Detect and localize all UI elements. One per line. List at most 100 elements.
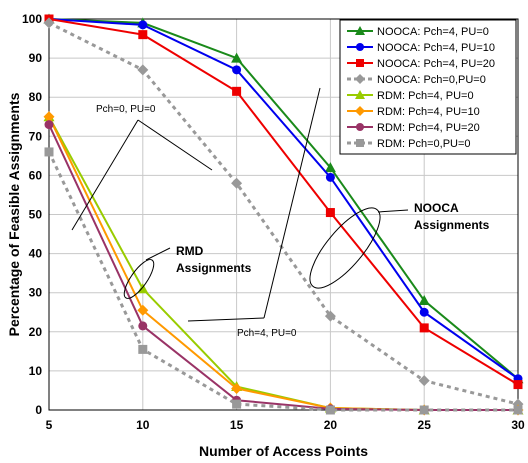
x-tick-label-2: 15	[230, 418, 244, 432]
series-line-3	[48, 21, 519, 406]
pointer-pch4-left	[187, 317, 265, 322]
x-tick-label-0: 5	[46, 418, 53, 432]
pointer-pch0-left	[71, 119, 139, 231]
data-point-3-0	[43, 17, 55, 29]
legend-label-4: RDM: Pch=4, PU=0	[377, 90, 474, 102]
legend-item-1: NOOCA: Pch=4, PU=10	[347, 42, 495, 54]
data-point-0-4	[418, 295, 430, 306]
annotation-nooca-line1: NOOCA	[414, 201, 459, 215]
y-tick-label-10: 100	[22, 12, 42, 26]
data-point-2-1	[138, 30, 148, 40]
data-point-7-1	[138, 344, 148, 354]
annotation-pch0: Pch=0, PU=0	[96, 104, 156, 115]
annotation-rmd-line1: RMD	[176, 244, 204, 258]
legend-item-6: RDM: Pch=4, PU=20	[347, 122, 480, 134]
annotations: Pch=0, PU=0 Pch=4, PU=0 RMD Assignments …	[71, 87, 490, 339]
nooca-pointer	[377, 209, 409, 213]
data-point-7-2	[232, 399, 242, 409]
x-tick-label-1: 10	[136, 418, 150, 432]
legend-item-3: NOOCA: Pch=0,PU=0	[347, 74, 486, 86]
data-point-2-4	[419, 323, 429, 333]
data-point-1-4	[419, 307, 429, 317]
series-line-1	[48, 18, 519, 380]
data-point-0-2	[231, 52, 243, 63]
annotation-rmd-line2: Assignments	[176, 261, 252, 275]
legend-marker-4	[355, 90, 365, 99]
y-tick-label-9: 90	[29, 51, 43, 65]
legend-marker-5	[355, 106, 365, 116]
y-tick-label-5: 50	[29, 208, 43, 222]
legend-marker-0	[355, 26, 365, 35]
data-point-6-0	[44, 120, 54, 130]
legend-marker-7	[356, 139, 364, 147]
data-point-6-1	[138, 321, 148, 331]
data-point-7-5	[513, 405, 523, 415]
data-point-2-5	[513, 380, 523, 390]
y-tick-label-6: 60	[29, 168, 43, 182]
legend-item-4: RDM: Pch=4, PU=0	[347, 90, 474, 102]
data-point-3-4	[418, 375, 430, 387]
series-7	[44, 147, 523, 415]
data-point-1-1	[138, 20, 148, 30]
legend-label-7: RDM: Pch=0,PU=0	[377, 138, 471, 150]
x-axis-title: Number of Access Points	[199, 443, 368, 459]
legend-marker-6	[356, 123, 364, 131]
legend-label-5: RDM: Pch=4, PU=10	[377, 106, 480, 118]
legend-item-5: RDM: Pch=4, PU=10	[347, 106, 480, 118]
legend-item-2: NOOCA: Pch=4, PU=20	[347, 58, 495, 70]
legend-marker-2	[356, 59, 364, 67]
legend-label-6: RDM: Pch=4, PU=20	[377, 122, 480, 134]
y-tick-label-4: 40	[29, 247, 43, 261]
data-point-0-3	[324, 162, 336, 173]
tick-labels: 5 10 15 20 25 30 0 10 20 30 40 50 60 70 80 90 100	[22, 12, 525, 432]
data-point-7-0	[44, 147, 54, 157]
rmd-ellipse	[123, 259, 155, 299]
grid	[48, 18, 519, 411]
legend-label-3: NOOCA: Pch=0,PU=0	[377, 74, 486, 86]
data-point-2-2	[232, 86, 242, 96]
x-tick-label-3: 20	[324, 418, 338, 432]
y-axis-title: Percentage of Feasible Assignments	[6, 92, 22, 336]
legend-item-7: RDM: Pch=0,PU=0	[347, 138, 471, 150]
legend-label-0: NOOCA: Pch=4, PU=0	[377, 26, 489, 38]
plot-frame	[48, 18, 519, 411]
rmd-pointer	[145, 247, 171, 261]
legend-marker-1	[356, 43, 364, 51]
series-line-7	[47, 151, 518, 412]
data-point-7-3	[325, 405, 335, 415]
legend-label-2: NOOCA: Pch=4, PU=20	[377, 58, 495, 70]
data-point-5-2	[231, 382, 243, 394]
y-tick-label-7: 70	[29, 129, 43, 143]
annotation-pch4: Pch=4, PU=0	[237, 328, 297, 339]
annotation-nooca-line2: Assignments	[414, 218, 490, 232]
data-point-5-1	[137, 304, 149, 316]
legend: NOOCA: Pch=4, PU=0 NOOCA: Pch=4, PU=10 NOO…	[339, 19, 517, 155]
data-point-1-2	[232, 65, 242, 75]
x-tick-label-4: 25	[418, 418, 432, 432]
data-point-3-2	[231, 177, 243, 189]
data-point-3-1	[137, 64, 149, 76]
y-tick-label-2: 20	[29, 325, 43, 339]
data-point-1-3	[325, 172, 335, 182]
legend-item-0: NOOCA: Pch=4, PU=0	[347, 26, 489, 38]
pointer-pch0-top	[137, 119, 213, 171]
series-line-2	[48, 18, 519, 386]
x-tick-label-5: 30	[511, 418, 525, 432]
series-layer	[43, 13, 524, 416]
series-line-0	[48, 18, 519, 380]
data-point-3-3	[324, 310, 336, 322]
legend-marker-3	[355, 74, 365, 84]
y-tick-label-3: 30	[29, 286, 43, 300]
legend-items: NOOCA: Pch=4, PU=0 NOOCA: Pch=4, PU=10 NOO…	[347, 26, 495, 150]
y-tick-label-8: 80	[29, 90, 43, 104]
legend-box	[339, 19, 517, 155]
data-point-7-4	[419, 405, 429, 415]
y-tick-label-1: 10	[29, 364, 43, 378]
legend-label-1: NOOCA: Pch=4, PU=10	[377, 42, 495, 54]
y-tick-label-0: 0	[35, 403, 42, 417]
data-point-2-3	[325, 208, 335, 218]
data-point-5-0	[43, 111, 55, 123]
pointer-pch4-up	[263, 87, 321, 319]
nooca-ellipse	[309, 207, 381, 289]
